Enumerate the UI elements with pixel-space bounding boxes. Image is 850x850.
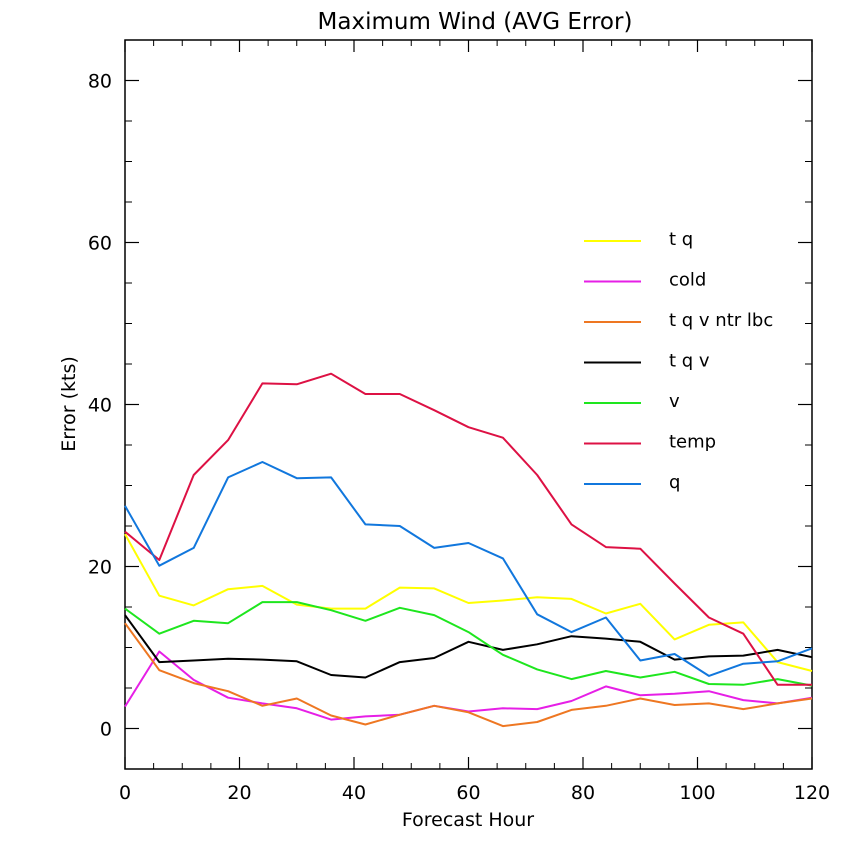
series-line-0 — [124, 533, 813, 672]
axis-ticks: 0 20 40 60 80 100 120 0 20 40 60 80 — [88, 39, 830, 804]
legend-item: q — [584, 472, 680, 493]
y-axis-label: Error (kts) — [58, 356, 80, 452]
chart-title: Maximum Wind (AVG Error) — [318, 9, 633, 35]
y-tick-label: 0 — [100, 719, 112, 741]
plot-area: 0 20 40 60 80 100 120 0 20 40 60 80 t q cold t q v nt… — [88, 39, 830, 804]
x-tick-label: 120 — [794, 782, 830, 804]
legend-item: temp — [584, 432, 716, 453]
x-tick-label: 80 — [571, 782, 595, 804]
legend-label: t q v — [669, 351, 710, 372]
legend-label: t q — [669, 229, 693, 250]
y-tick-label: 80 — [88, 71, 112, 93]
legend-item: v — [584, 391, 680, 412]
legend-item: t q v — [584, 351, 710, 372]
y-tick-label: 20 — [88, 557, 112, 579]
y-tick-label: 40 — [88, 395, 112, 417]
series-line-4 — [124, 601, 813, 687]
x-tick-label: 60 — [456, 782, 480, 804]
series-line-5 — [124, 372, 812, 686]
series-line-3 — [124, 614, 813, 679]
legend-label: q — [669, 472, 680, 493]
legend-label: v — [669, 391, 680, 412]
series-line-6 — [124, 461, 813, 677]
series-line-1 — [124, 650, 813, 721]
legend-label: temp — [669, 432, 716, 453]
x-axis-label: Forecast Hour — [402, 809, 534, 831]
x-tick-label: 40 — [342, 782, 366, 804]
x-tick-label: 100 — [679, 782, 715, 804]
legend-label: t q v ntr lbc — [669, 310, 773, 331]
series-line-2 — [124, 622, 813, 728]
legend: t q cold t q v ntr lbc t q v v temp q — [584, 229, 773, 493]
x-tick-label: 0 — [119, 782, 131, 804]
legend-item: cold — [584, 270, 706, 291]
legend-item: t q — [584, 229, 693, 250]
legend-label: cold — [669, 270, 706, 291]
legend-item: t q v ntr lbc — [584, 310, 773, 331]
y-tick-label: 60 — [88, 233, 112, 255]
series-lines — [124, 372, 813, 728]
x-tick-label: 20 — [227, 782, 251, 804]
